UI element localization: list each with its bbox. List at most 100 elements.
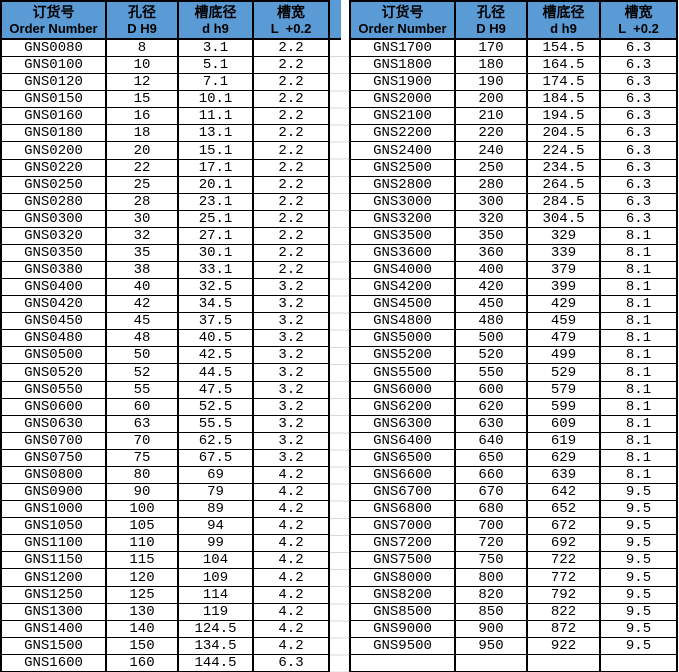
groove-bottom-diameter-cell: 89 bbox=[177, 500, 254, 519]
table-row: GNS2400 240 224.5 6.3 bbox=[349, 141, 678, 160]
order-number-cell: GNS0380 bbox=[0, 261, 107, 280]
table-row: GNS1700 170 154.5 6.3 bbox=[349, 38, 678, 58]
bore-diameter-cell: 16 bbox=[105, 107, 179, 126]
bore-diameter-cell: 720 bbox=[454, 534, 528, 553]
table-row bbox=[349, 653, 678, 672]
table-row: GNS2000 200 184.5 6.3 bbox=[349, 90, 678, 109]
groove-width-cell: 2.2 bbox=[252, 192, 330, 211]
bore-diameter-cell: 190 bbox=[454, 73, 528, 92]
groove-width-cell: 2.2 bbox=[252, 141, 330, 160]
table-row: GNS0520 52 44.5 3.2 bbox=[0, 363, 330, 382]
bore-diameter-header: 孔径 D H9 bbox=[105, 0, 179, 40]
groove-width-cell: 9.5 bbox=[599, 534, 678, 553]
groove-width-cell: 8.1 bbox=[599, 226, 678, 245]
groove-width-header-zh: 槽宽 bbox=[277, 4, 305, 20]
groove-width-cell: 3.2 bbox=[252, 448, 330, 467]
table-row: GNS1150 115 104 4.2 bbox=[0, 551, 330, 570]
groove-width-cell: 9.5 bbox=[599, 585, 678, 604]
left-table-body: GNS0080 8 3.1 2.2 GNS0100 10 5.1 2.2 GNS0120 12 7.… bbox=[0, 38, 330, 672]
bore-diameter-header-zh: 孔径 bbox=[477, 4, 505, 20]
bore-diameter-header-en: D H9 bbox=[127, 21, 157, 36]
right-table-body: GNS1700 170 154.5 6.3 GNS1800 180 164.5 6.3 GNS1… bbox=[349, 38, 678, 672]
bore-diameter-cell: 280 bbox=[454, 175, 528, 194]
groove-bottom-diameter-cell: 339 bbox=[526, 243, 601, 263]
groove-bottom-diameter-cell: 194.5 bbox=[526, 107, 601, 126]
groove-bottom-diameter-cell: 599 bbox=[526, 397, 601, 416]
order-number-cell: GNS5500 bbox=[349, 363, 456, 382]
table-row: GNS1300 130 119 4.2 bbox=[0, 602, 330, 621]
groove-bottom-diameter-cell: 17.1 bbox=[177, 158, 254, 177]
table-row: GNS6400 640 619 8.1 bbox=[349, 431, 678, 450]
groove-width-header: 槽宽 L +0.2 bbox=[252, 0, 330, 40]
order-number-cell: GNS6200 bbox=[349, 397, 456, 416]
gutter-header-fill bbox=[330, 0, 341, 40]
bore-diameter-cell: 140 bbox=[105, 619, 179, 638]
groove-bottom-diameter-cell: 629 bbox=[526, 448, 601, 467]
groove-width-cell: 4.2 bbox=[252, 602, 330, 621]
bore-diameter-cell: 32 bbox=[105, 226, 179, 245]
order-number-cell: GNS2000 bbox=[349, 90, 456, 109]
groove-width-cell: 3.2 bbox=[252, 363, 330, 382]
groove-width-cell: 9.5 bbox=[599, 500, 678, 519]
table-row: GNS2500 250 234.5 6.3 bbox=[349, 158, 678, 177]
groove-bottom-diameter-cell: 304.5 bbox=[526, 209, 601, 228]
bore-diameter-cell: 210 bbox=[454, 107, 528, 126]
table-row: GNS5200 520 499 8.1 bbox=[349, 346, 678, 365]
table-row: GNS1600 160 144.5 6.3 bbox=[0, 653, 330, 672]
order-number-cell: GNS0180 bbox=[0, 124, 107, 143]
groove-bottom-diameter-cell: 7.1 bbox=[177, 73, 254, 92]
groove-width-cell: 6.3 bbox=[252, 653, 330, 672]
groove-width-cell: 2.2 bbox=[252, 209, 330, 228]
groove-bottom-diameter-cell: 164.5 bbox=[526, 56, 601, 75]
table-row: GNS1100 110 99 4.2 bbox=[0, 534, 330, 553]
bore-diameter-cell: 48 bbox=[105, 329, 179, 348]
groove-bottom-diameter-cell: 722 bbox=[526, 551, 601, 570]
groove-width-cell: 8.1 bbox=[599, 261, 678, 280]
groove-bottom-diameter-cell: 34.5 bbox=[177, 295, 254, 314]
order-number-cell: GNS1800 bbox=[349, 56, 456, 75]
order-number-cell: GNS0550 bbox=[0, 380, 107, 399]
order-number-header-en: Order Number bbox=[358, 21, 447, 36]
groove-width-cell: 8.1 bbox=[599, 295, 678, 314]
table-row: GNS0450 45 37.5 3.2 bbox=[0, 312, 330, 331]
groove-width-cell: 9.5 bbox=[599, 568, 678, 587]
bore-diameter-cell: 150 bbox=[105, 636, 179, 655]
order-number-cell: GNS0520 bbox=[0, 363, 107, 382]
groove-width-cell: 9.5 bbox=[599, 636, 678, 655]
bore-diameter-cell: 45 bbox=[105, 312, 179, 331]
bore-diameter-cell: 900 bbox=[454, 619, 528, 638]
order-number-cell: GNS8000 bbox=[349, 568, 456, 587]
groove-width-cell: 6.3 bbox=[599, 56, 678, 75]
groove-width-cell: 8.1 bbox=[599, 397, 678, 416]
groove-bottom-diameter-cell: 144.5 bbox=[177, 653, 254, 672]
bore-diameter-cell: 820 bbox=[454, 585, 528, 604]
bore-diameter-cell: 120 bbox=[105, 568, 179, 587]
bore-diameter-cell: 125 bbox=[105, 585, 179, 604]
groove-width-cell: 2.2 bbox=[252, 226, 330, 245]
order-number-header-zh: 订货号 bbox=[381, 4, 424, 20]
groove-bottom-diameter-cell: 174.5 bbox=[526, 73, 601, 92]
groove-width-header-zh: 槽宽 bbox=[624, 4, 653, 20]
table-row: GNS5500 550 529 8.1 bbox=[349, 363, 678, 382]
table-row: GNS5000 500 479 8.1 bbox=[349, 329, 678, 348]
groove-bottom-diameter-cell bbox=[526, 653, 601, 672]
order-number-cell: GNS0700 bbox=[0, 431, 107, 450]
bore-diameter-cell: 35 bbox=[105, 243, 179, 263]
groove-width-cell: 8.1 bbox=[599, 363, 678, 382]
groove-bottom-diameter-cell: 822 bbox=[526, 602, 601, 621]
groove-width-cell: 2.2 bbox=[252, 38, 330, 58]
table-row: GNS0550 55 47.5 3.2 bbox=[0, 380, 330, 399]
order-number-cell: GNS9000 bbox=[349, 619, 456, 638]
order-number-cell: GNS3500 bbox=[349, 226, 456, 245]
groove-bottom-diameter-cell: 772 bbox=[526, 568, 601, 587]
table-row: GNS0600 60 52.5 3.2 bbox=[0, 397, 330, 416]
groove-width-cell: 9.5 bbox=[599, 551, 678, 570]
groove-bottom-diameter-cell: 329 bbox=[526, 226, 601, 245]
bore-diameter-header-en: D H9 bbox=[476, 21, 506, 36]
table-row: GNS3600 360 339 8.1 bbox=[349, 243, 678, 263]
groove-width-cell bbox=[599, 653, 678, 672]
order-number-cell: GNS9500 bbox=[349, 636, 456, 655]
table-row: GNS7500 750 722 9.5 bbox=[349, 551, 678, 570]
order-number-cell: GNS2100 bbox=[349, 107, 456, 126]
groove-bottom-diameter-cell: 234.5 bbox=[526, 158, 601, 177]
